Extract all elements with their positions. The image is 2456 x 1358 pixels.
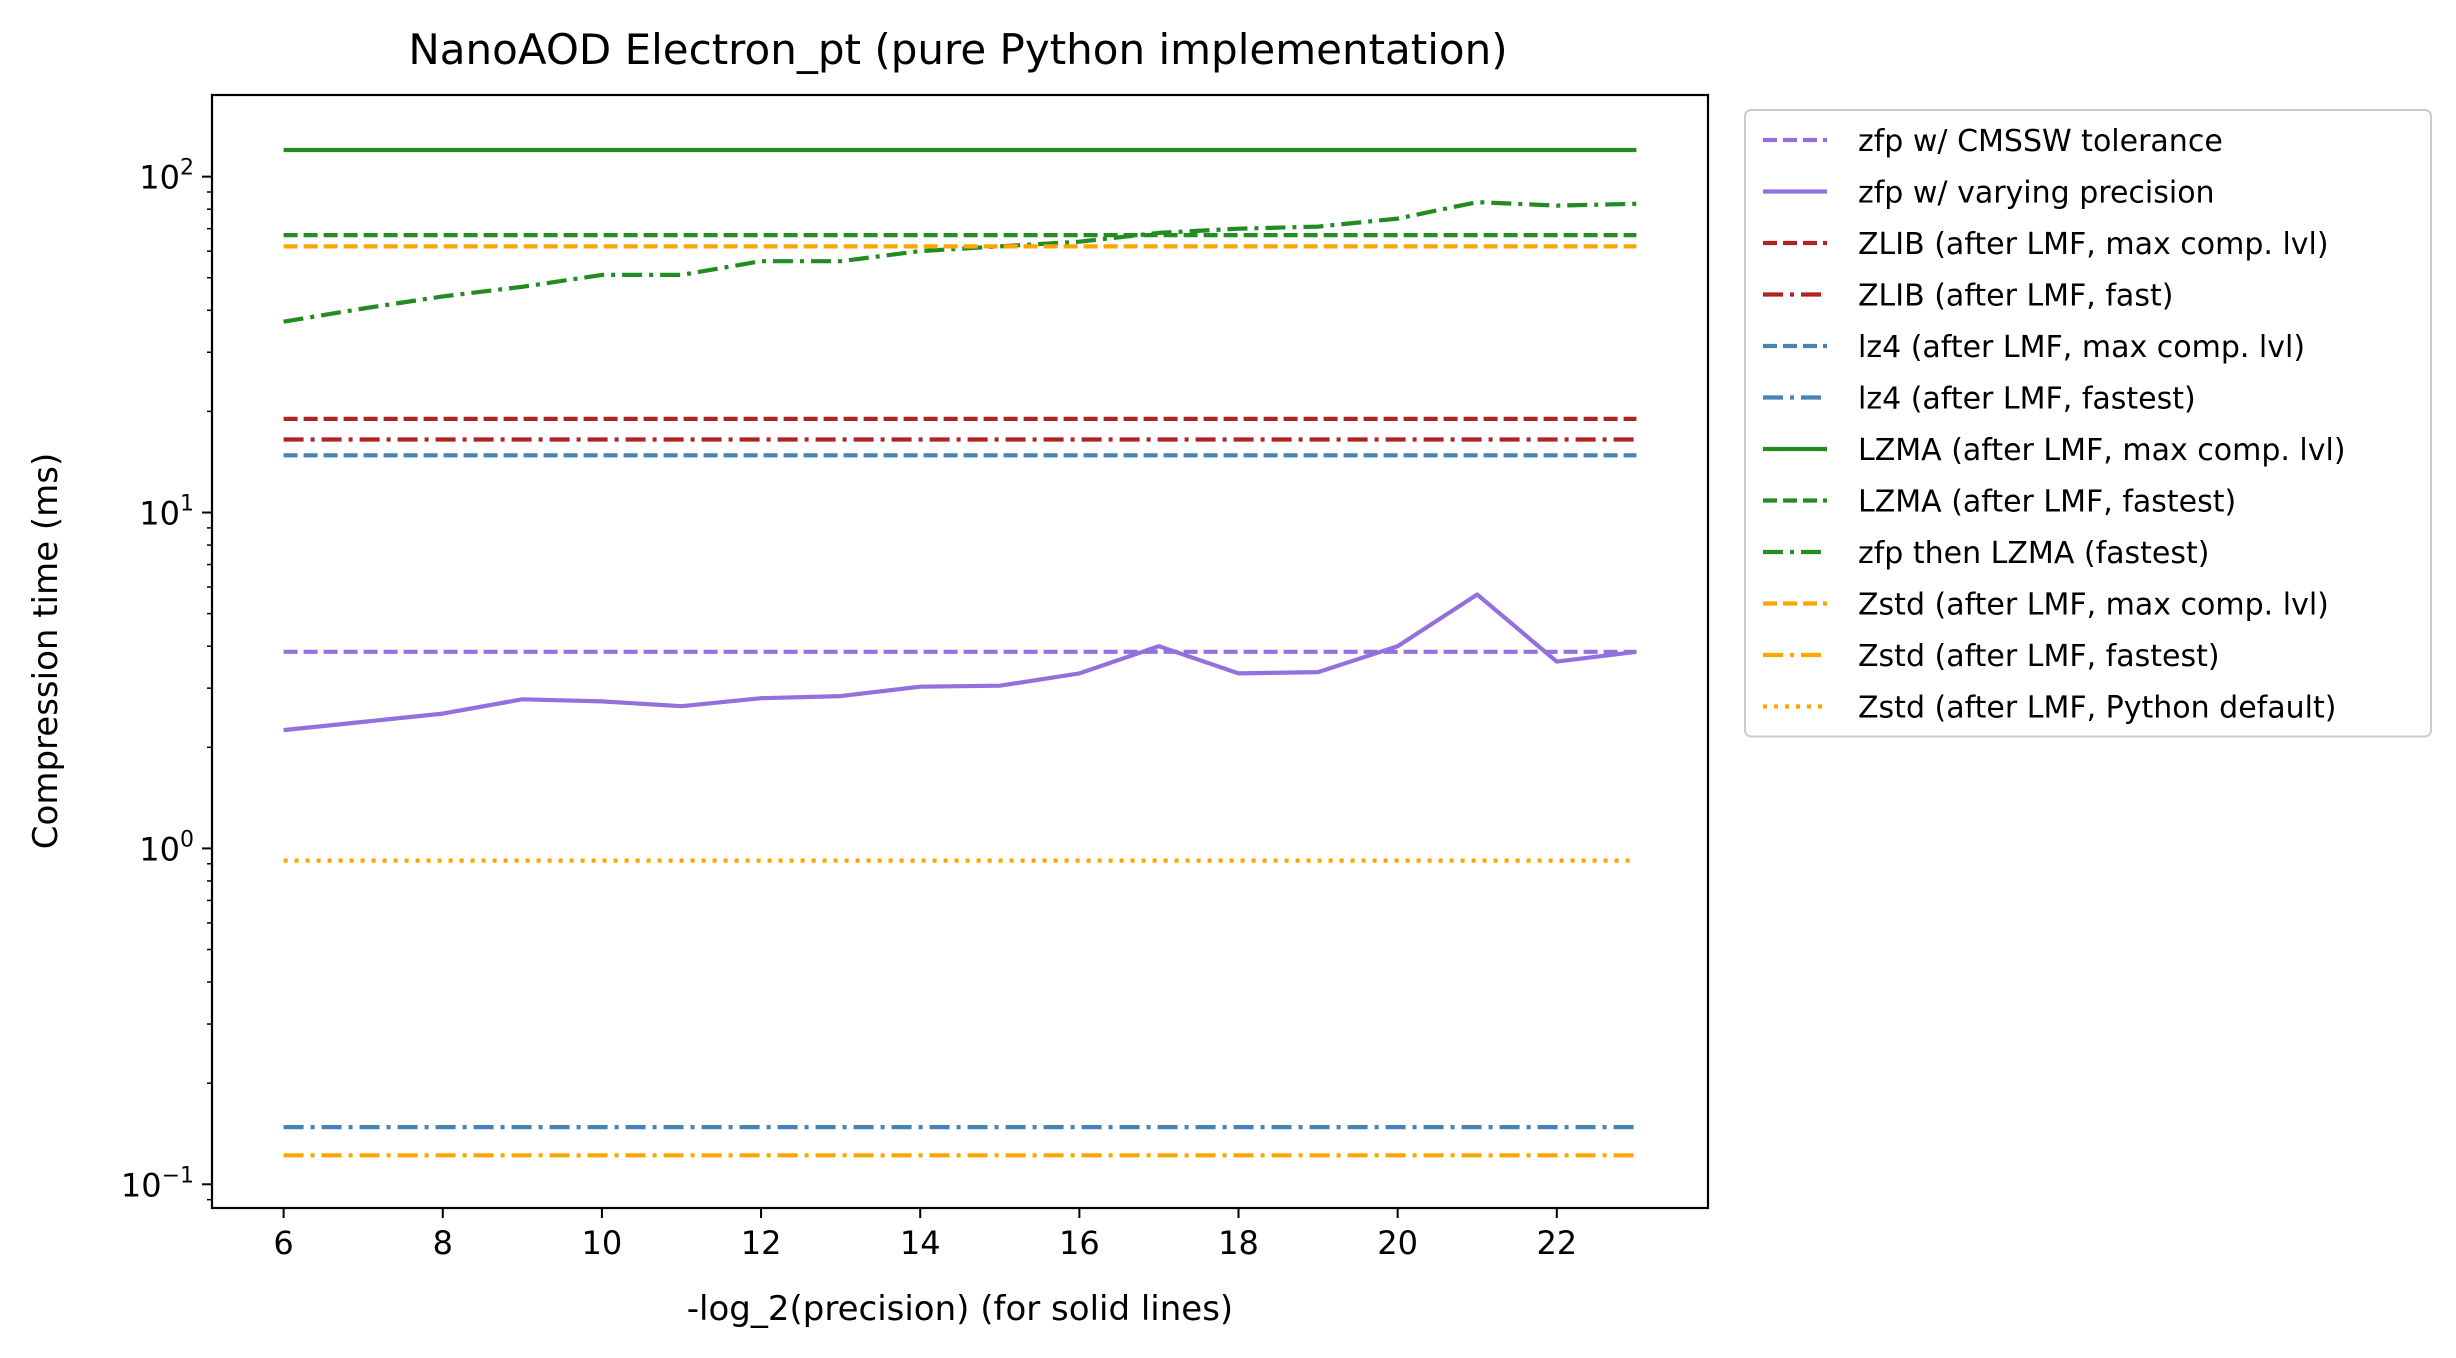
- legend: zfp w/ CMSSW tolerance zfp w/ varying pre…: [1744, 109, 2432, 738]
- chart-title: NanoAOD Electron_pt (pure Python impleme…: [408, 25, 1507, 74]
- x-axis-label: -log_2(precision) (for solid lines): [687, 1289, 1233, 1329]
- x-tick-label: 6: [273, 1224, 293, 1262]
- legend-label-9: zfp then LZMA (fastest): [1858, 536, 2209, 571]
- y-tick-label: 101: [139, 492, 194, 533]
- y-tick-exponent: 2: [180, 156, 194, 181]
- y-tick-exponent: −1: [162, 1163, 194, 1188]
- x-tick-label: 22: [1536, 1224, 1577, 1262]
- legend-label-7: LZMA (after LMF, max comp. lvl): [1858, 433, 2346, 468]
- legend-label-12: Zstd (after LMF, Python default): [1858, 691, 2336, 726]
- y-axis-label: Compression time (ms): [26, 453, 66, 849]
- y-tick-exponent: 0: [180, 827, 194, 852]
- series-line-2: [283, 592, 1637, 733]
- legend-label-3: ZLIB (after LMF, max comp. lvl): [1858, 227, 2329, 262]
- x-tick-label: 10: [582, 1224, 623, 1262]
- legend-label-4: ZLIB (after LMF, fast): [1858, 279, 2173, 314]
- y-tick-exponent: 1: [180, 492, 194, 517]
- x-tick-label: 20: [1377, 1224, 1418, 1262]
- x-tick-label: 16: [1059, 1224, 1100, 1262]
- series-layer: [283, 147, 1637, 1158]
- legend-label-6: lz4 (after LMF, fastest): [1858, 382, 2196, 417]
- y-tick-label: 102: [139, 156, 194, 197]
- x-tick-label: 12: [741, 1224, 782, 1262]
- x-tick-label: 8: [433, 1224, 453, 1262]
- y-tick-base: 10: [139, 495, 180, 533]
- x-tick-label: 18: [1218, 1224, 1259, 1262]
- y-tick-label: 100: [139, 827, 194, 868]
- plot-area-frame: [210, 93, 1710, 1210]
- legend-label-10: Zstd (after LMF, max comp. lvl): [1858, 588, 2329, 623]
- x-axis: 6 8 10 12 14 16 18 20 22: [273, 1208, 1577, 1262]
- legend-label-11: Zstd (after LMF, fastest): [1858, 639, 2220, 674]
- legend-label-1: zfp w/ CMSSW tolerance: [1858, 124, 2223, 159]
- legend-label-8: LZMA (after LMF, fastest): [1858, 485, 2236, 520]
- y-tick-base: 10: [139, 830, 180, 868]
- y-tick-base: 10: [139, 159, 180, 197]
- series-line-9: [283, 200, 1637, 324]
- x-tick-label: 14: [900, 1224, 941, 1262]
- legend-frame: [1744, 109, 2432, 738]
- legend-label-5: lz4 (after LMF, max comp. lvl): [1858, 330, 2305, 365]
- legend-label-2: zfp w/ varying precision: [1858, 176, 2215, 211]
- y-tick-base: 10: [121, 1166, 162, 1204]
- y-tick-label: 10−1: [121, 1163, 194, 1204]
